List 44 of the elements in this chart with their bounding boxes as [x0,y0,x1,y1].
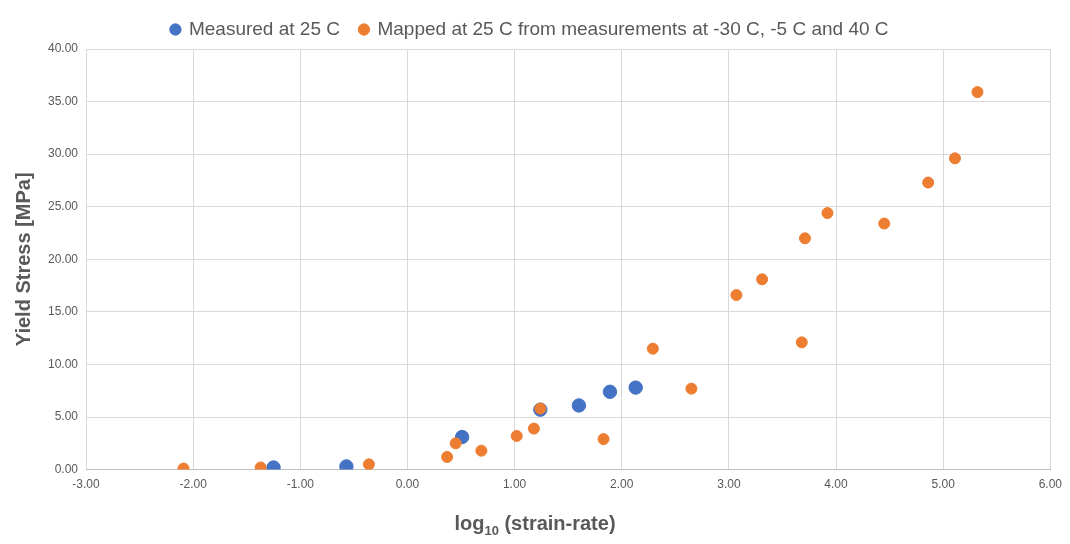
y-tick-label: 20.00 [48,251,79,266]
point [602,384,618,399]
legend-label: Measured at 25 C [188,17,340,39]
point [362,458,375,470]
x-tick-label: 6.00 [1038,477,1063,492]
point [571,398,587,413]
point [798,232,811,245]
x-tick-label: -3.00 [72,477,101,492]
point [685,382,698,395]
point [510,429,523,442]
point [971,86,984,99]
point [449,437,462,450]
point [628,380,643,395]
x-tick-label: 5.00 [931,477,956,492]
legend-label: Mapped at 25 C from measurements at -30 C, -5 C and 40 C [377,17,889,39]
y-tick-label: 15.00 [48,304,79,319]
x-tick-label: 0.00 [395,477,420,492]
y-tick-label: 30.00 [48,146,79,161]
y-tick-label: 0.00 [54,461,79,476]
point [730,289,743,302]
x-tick-label: 1.00 [502,477,527,492]
point [475,444,488,457]
y-tick-label: 10.00 [48,356,79,371]
point [922,176,935,189]
x-tick-label: 2.00 [610,477,634,492]
point [795,336,808,349]
x-tick-label: -2.00 [179,477,208,492]
y-tick-label: 35.00 [48,93,79,108]
point [756,273,769,286]
point [878,217,891,230]
x-tick-label: 3.00 [717,477,741,492]
y-tick-label: 40.00 [48,41,79,56]
x-tick-label: -1.00 [286,477,315,492]
x-tick-label: 4.00 [824,477,849,492]
point [527,422,540,435]
x-axis-title: log$_{10}$ (strain-rate) [453,512,617,538]
point [597,433,610,446]
point [646,342,659,355]
point [821,207,834,220]
y-tick-label: 5.00 [54,409,79,424]
y-tick-label: 25.00 [48,199,79,214]
point [441,450,454,463]
point [948,152,961,165]
y-axis-title: Yield Stress [MPa] [11,172,34,347]
